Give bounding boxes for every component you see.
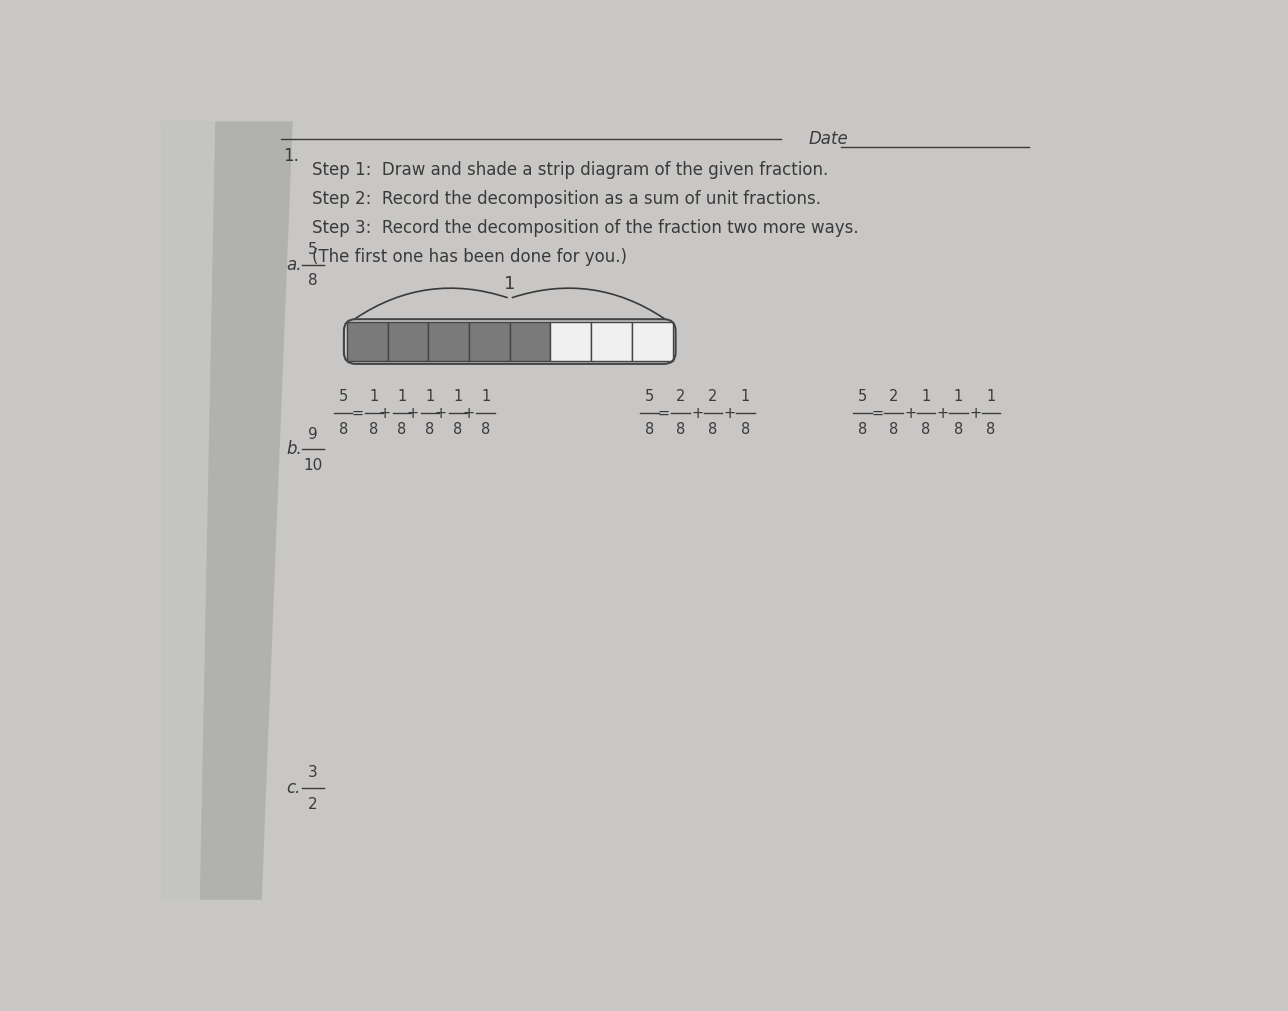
Text: 8: 8 — [921, 422, 930, 437]
Text: b.: b. — [286, 441, 303, 458]
Text: 8: 8 — [339, 422, 348, 437]
Text: 8: 8 — [644, 422, 654, 437]
Text: 9: 9 — [308, 427, 318, 442]
Text: 8: 8 — [954, 422, 963, 437]
Text: 1: 1 — [954, 389, 963, 404]
Text: Step 1:  Draw and shade a strip diagram of the given fraction.: Step 1: Draw and shade a strip diagram o… — [312, 161, 828, 179]
Bar — [632, 323, 672, 361]
Text: 8: 8 — [425, 422, 434, 437]
Text: 8: 8 — [741, 422, 750, 437]
Bar — [591, 323, 632, 361]
Text: +: + — [462, 405, 475, 421]
Text: 2: 2 — [889, 389, 898, 404]
Text: 5: 5 — [308, 242, 318, 257]
Text: 8: 8 — [453, 422, 462, 437]
Text: +: + — [936, 405, 949, 421]
Text: +: + — [407, 405, 419, 421]
Text: Step 3:  Record the decomposition of the fraction two more ways.: Step 3: Record the decomposition of the … — [312, 219, 859, 238]
Polygon shape — [161, 121, 215, 900]
Text: c.: c. — [286, 779, 301, 797]
Text: a.: a. — [286, 256, 303, 274]
Text: +: + — [970, 405, 981, 421]
Text: +: + — [904, 405, 917, 421]
Text: (The first one has been done for you.): (The first one has been done for you.) — [312, 249, 627, 266]
Text: 5: 5 — [339, 389, 348, 404]
Bar — [346, 323, 388, 361]
Text: +: + — [692, 405, 703, 421]
Text: 8: 8 — [482, 422, 491, 437]
Text: 2: 2 — [308, 797, 318, 812]
Text: 8: 8 — [708, 422, 717, 437]
Text: 5: 5 — [858, 389, 867, 404]
Text: Date: Date — [808, 129, 848, 148]
Text: 1: 1 — [741, 389, 750, 404]
Text: 1: 1 — [987, 389, 996, 404]
Bar — [429, 323, 469, 361]
Text: +: + — [379, 405, 392, 421]
Text: 1.: 1. — [283, 147, 299, 165]
Bar — [510, 323, 550, 361]
Text: 1: 1 — [398, 389, 407, 404]
Text: +: + — [724, 405, 735, 421]
Text: 8: 8 — [370, 422, 379, 437]
Text: 1: 1 — [453, 389, 462, 404]
Text: =: = — [658, 405, 670, 421]
Text: +: + — [435, 405, 447, 421]
Text: =: = — [871, 405, 884, 421]
Text: 3: 3 — [308, 765, 318, 780]
Text: Step 2:  Record the decomposition as a sum of unit fractions.: Step 2: Record the decomposition as a su… — [312, 190, 822, 208]
Polygon shape — [161, 121, 292, 900]
Bar — [469, 323, 510, 361]
Text: 1: 1 — [425, 389, 434, 404]
Text: 2: 2 — [708, 389, 717, 404]
Text: 8: 8 — [308, 273, 318, 288]
Text: 5: 5 — [644, 389, 654, 404]
Text: 8: 8 — [858, 422, 867, 437]
Text: 8: 8 — [676, 422, 685, 437]
Text: 8: 8 — [398, 422, 407, 437]
Text: 1: 1 — [921, 389, 930, 404]
Text: 8: 8 — [889, 422, 898, 437]
Text: 8: 8 — [987, 422, 996, 437]
Text: =: = — [352, 405, 365, 421]
Text: 1: 1 — [504, 275, 515, 293]
Text: 1: 1 — [370, 389, 379, 404]
Bar — [388, 323, 429, 361]
Text: 10: 10 — [303, 458, 322, 473]
Text: 1: 1 — [482, 389, 491, 404]
Bar — [550, 323, 591, 361]
Text: 2: 2 — [676, 389, 685, 404]
